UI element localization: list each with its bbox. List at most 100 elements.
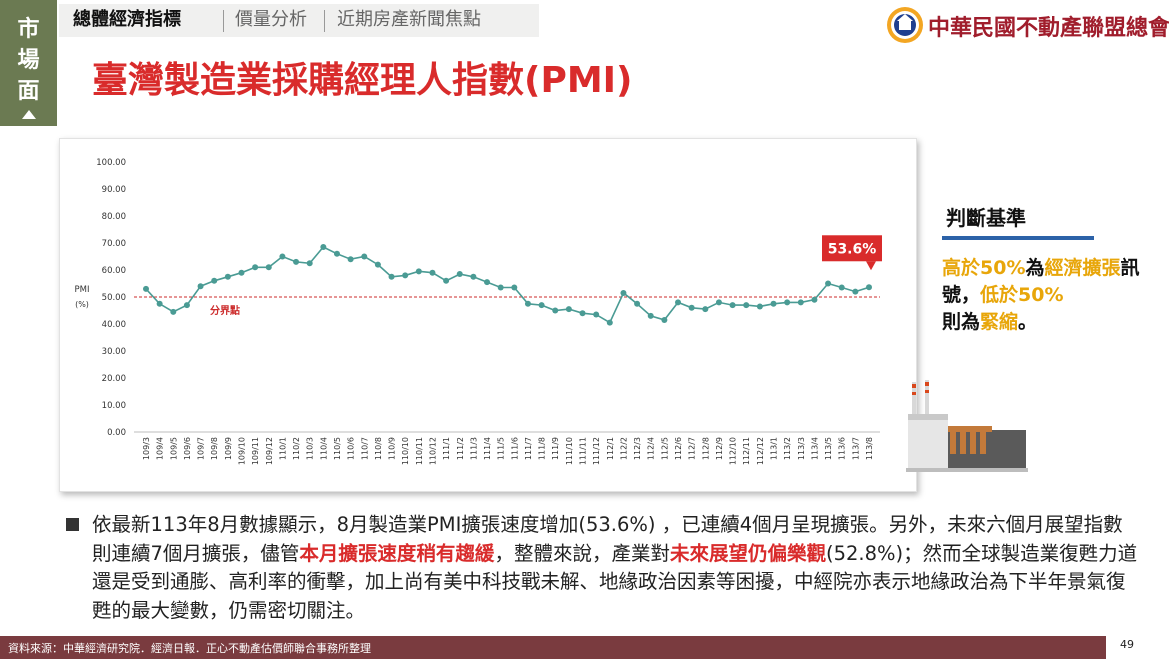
x-tick-label: 110/4 (319, 437, 328, 460)
pmi-data-point (306, 260, 313, 267)
pmi-data-point (852, 288, 859, 295)
x-tick-label: 109/4 (156, 437, 165, 460)
x-tick-label: 111/6 (510, 437, 519, 460)
nav-item-price-volume[interactable]: 價量分析 (235, 9, 307, 30)
breadcrumb-nav: 總體經濟指標 價量分析 近期房產新聞焦點 (59, 4, 539, 37)
y-axis-unit: (%) (75, 300, 89, 309)
y-tick-label: 10.00 (102, 401, 126, 411)
x-tick-label: 112/3 (633, 437, 642, 460)
callout-label: 53.6% (828, 241, 877, 257)
x-tick-label: 113/4 (810, 437, 819, 460)
y-tick-label: 100.00 (96, 158, 126, 168)
pmi-data-point (470, 273, 477, 280)
y-tick-label: 20.00 (102, 374, 126, 384)
bullet-square-icon (66, 518, 79, 531)
x-tick-label: 112/4 (647, 437, 656, 460)
pmi-data-point (293, 258, 300, 265)
x-tick-label: 111/7 (524, 437, 533, 460)
emblem-icon (887, 7, 923, 43)
nav-item-macro[interactable]: 總體經濟指標 (73, 9, 181, 30)
x-tick-label: 111/9 (551, 437, 560, 460)
pmi-data-point (238, 269, 245, 276)
pmi-data-point (170, 308, 177, 315)
criteria-text-part: 為 (1025, 257, 1045, 279)
x-tick-label: 110/9 (388, 437, 397, 460)
page-number: 49 (1120, 638, 1134, 651)
pmi-data-point (374, 261, 381, 268)
section-tab-label: 市 場 面 (0, 14, 57, 107)
pmi-data-point (429, 269, 436, 276)
section-tab-char-1: 市 (17, 17, 40, 42)
x-tick-label: 112/9 (715, 437, 724, 460)
x-tick-label: 113/1 (770, 437, 779, 460)
criteria-text-part: 。 (1018, 311, 1038, 333)
pmi-data-point (156, 300, 163, 307)
pmi-data-point (634, 300, 641, 307)
x-tick-label: 113/2 (783, 437, 792, 460)
factory-icon (906, 380, 1028, 472)
x-tick-label: 111/10 (565, 437, 574, 465)
x-tick-label: 110/11 (415, 437, 424, 465)
x-tick-label: 111/5 (497, 437, 506, 460)
pmi-series-line (145, 246, 870, 324)
pmi-data-point (183, 302, 190, 309)
y-tick-label: 50.00 (102, 293, 126, 303)
x-tick-label: 111/3 (469, 437, 478, 460)
section-tab-market[interactable]: 市 場 面 (0, 0, 57, 126)
footer-bar: 資料來源：中華經濟研究院．經濟日報．正心不動產估價師聯合事務所整理 (0, 636, 1106, 659)
y-axis-label: PMI (75, 285, 90, 295)
pmi-data-point (552, 307, 559, 314)
pmi-data-point (729, 302, 736, 309)
callout-box (822, 235, 882, 262)
summary-highlight: 未來展望仍偏樂觀 (669, 541, 826, 565)
x-tick-label: 113/7 (851, 437, 860, 460)
org-logo: 中華民國不動產聯盟總會 (886, 6, 1169, 46)
threshold-label: 分界點 (210, 304, 240, 317)
criteria-text-part: 訊號， (942, 257, 1140, 306)
pmi-data-point (565, 306, 572, 313)
pmi-line-chart: 0.00 10.00 20.00 30.00 40.00 50.00 60.00 70.00 8… (75, 158, 882, 465)
pmi-data-point (770, 300, 777, 307)
y-tick-label: 80.00 (102, 212, 126, 222)
pmi-data-point (484, 279, 491, 286)
source-note: 資料來源：中華經濟研究院．經濟日報．正心不動產估價師聯合事務所整理 (8, 642, 371, 655)
x-tick-label: 112/10 (729, 437, 738, 465)
criteria-above: 高於50% (942, 257, 1026, 279)
triangle-up-icon (22, 110, 36, 119)
x-tick-label: 110/2 (292, 437, 301, 460)
callout-pointer (866, 261, 876, 271)
x-tick-label: 112/2 (619, 437, 628, 460)
org-name: 中華民國不動產聯盟總會 (928, 15, 1169, 41)
x-tick-label: 112/7 (688, 437, 697, 460)
pmi-data-point (197, 283, 204, 290)
x-tick-label: 109/12 (265, 437, 274, 465)
x-tick-label: 110/12 (428, 437, 437, 465)
x-tick-label: 109/10 (237, 437, 246, 465)
x-tick-label: 112/5 (660, 437, 669, 460)
nav-item-news[interactable]: 近期房產新聞焦點 (337, 9, 481, 30)
nav-divider (223, 10, 224, 32)
criteria-title: 判斷基準 (946, 206, 1026, 230)
x-tick-label: 110/8 (374, 437, 383, 460)
x-tick-label: 110/1 (278, 437, 287, 460)
pmi-data-point (784, 299, 791, 306)
chart-panel: 0.00 10.00 20.00 30.00 40.00 50.00 60.00 70.00 8… (59, 138, 917, 492)
pmi-data-point (402, 272, 409, 279)
y-tick-label: 90.00 (102, 185, 126, 195)
x-tick-label: 113/5 (824, 437, 833, 460)
summary-text: 依最新113年8月數據顯示，8月製造業PMI擴張速度增加(53.6%) ，已連續… (92, 513, 1123, 565)
pmi-data-point (715, 299, 722, 306)
x-tick-label: 109/5 (169, 437, 178, 460)
pmi-data-point (825, 280, 832, 287)
pmi-data-point (524, 300, 531, 307)
y-tick-label: 0.00 (107, 428, 126, 438)
pmi-data-point (756, 303, 763, 310)
summary-highlight: 本月擴張速度稍有趨緩 (299, 541, 495, 565)
pmi-data-point (866, 284, 872, 291)
pmi-data-point (347, 256, 354, 263)
pmi-data-point (702, 306, 709, 313)
pmi-data-point (647, 312, 654, 319)
x-tick-label: 112/1 (606, 437, 615, 460)
pmi-data-point (661, 316, 668, 323)
pmi-data-point (279, 253, 286, 260)
